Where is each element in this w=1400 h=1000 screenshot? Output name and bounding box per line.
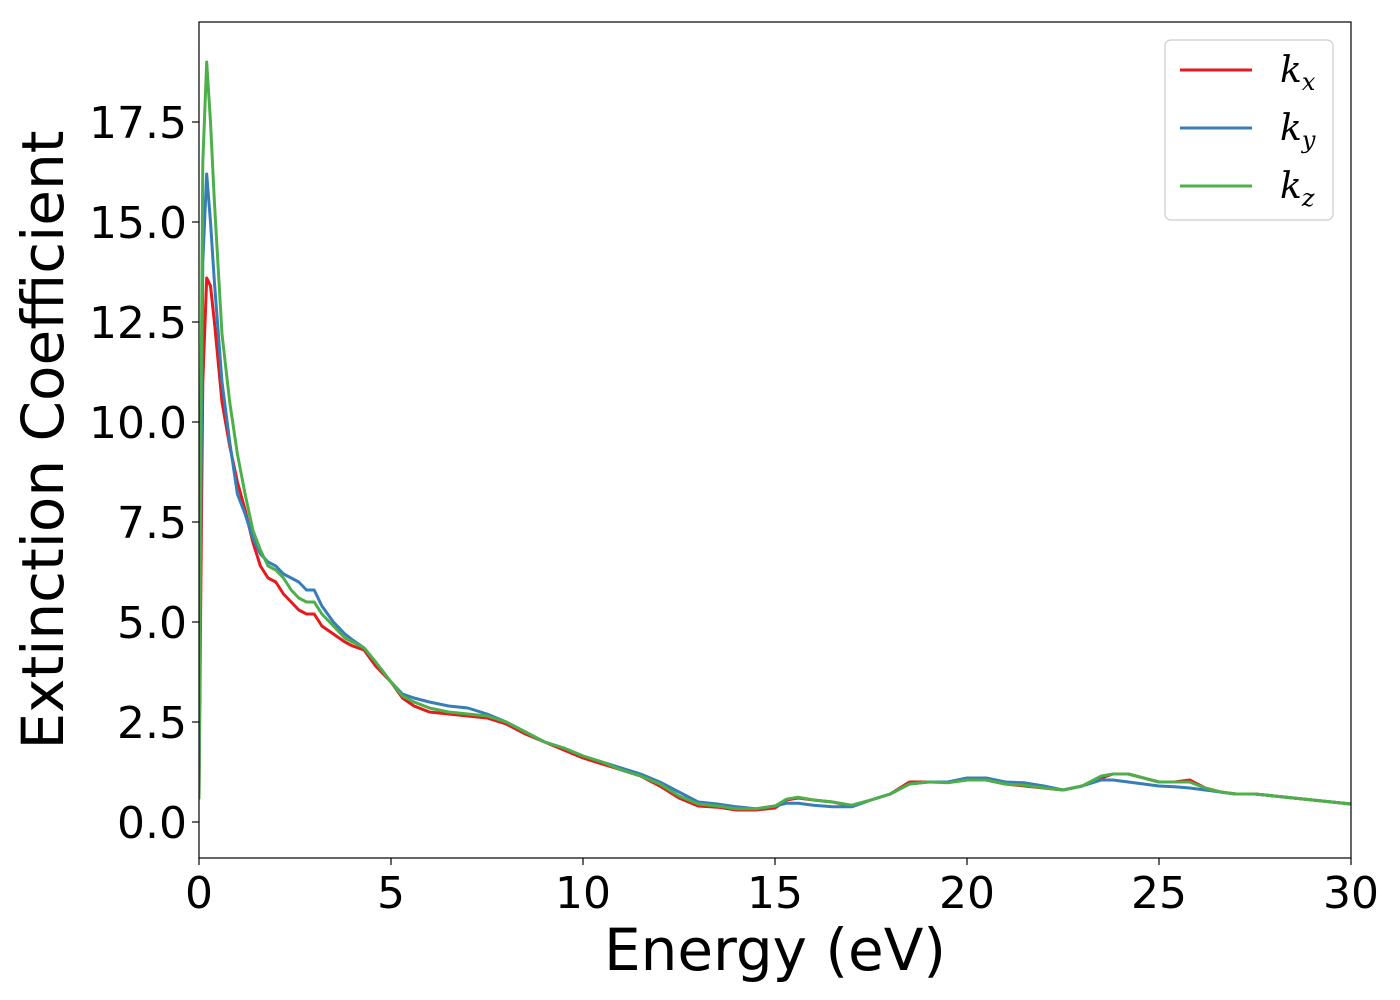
x-tick-label: 25	[1131, 868, 1187, 919]
y-axis-label: Extinction Coefficient	[9, 131, 77, 750]
series-line-z	[199, 60, 1351, 811]
y-tick-label: 0.0	[117, 798, 187, 849]
y-tick-label: 5.0	[117, 598, 187, 649]
y-tick-label: 15.0	[89, 198, 187, 249]
x-tick-label: 20	[939, 868, 995, 919]
legend-label-x: kx	[1280, 50, 1316, 96]
x-tick-label: 0	[185, 868, 213, 919]
y-tick-label: 10.0	[89, 398, 187, 449]
x-tick-label: 10	[555, 868, 611, 919]
series-line-y	[199, 172, 1351, 811]
y-axis-ticks: 0.0 2.5 5.0 7.5 10.0 12.5 15.0 17.5	[89, 98, 199, 849]
legend-box	[1164, 39, 1334, 221]
legend-label-z: kz	[1280, 166, 1315, 212]
y-tick-label: 12.5	[89, 298, 187, 349]
legend: kx ky kz	[1164, 39, 1334, 221]
x-tick-label: 15	[747, 868, 803, 919]
y-tick-label: 17.5	[89, 98, 187, 149]
y-tick-label: 2.5	[117, 698, 187, 749]
y-tick-label: 7.5	[117, 498, 187, 549]
legend-label-y: ky	[1280, 108, 1316, 154]
x-axis-label: Energy (eV)	[604, 916, 946, 984]
x-axis-ticks: 0 5 10 15 20 25 30	[185, 858, 1379, 919]
series-layer	[199, 60, 1351, 812]
x-tick-label: 30	[1323, 868, 1379, 919]
series-line-x	[199, 276, 1351, 812]
x-tick-label: 5	[377, 868, 405, 919]
